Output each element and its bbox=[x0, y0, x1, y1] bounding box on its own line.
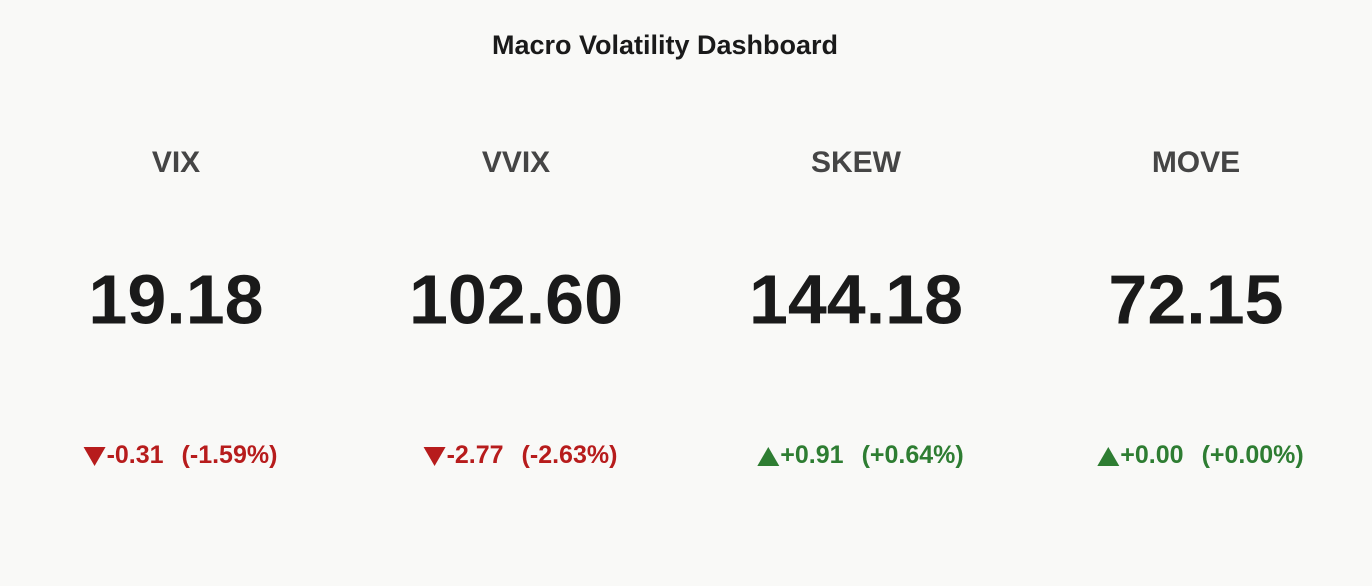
delta-value: +0.00 bbox=[1120, 441, 1183, 469]
delta-value: -0.31 bbox=[107, 441, 164, 469]
increase-arrow bbox=[1097, 447, 1120, 466]
delta-value: -2.77 bbox=[447, 441, 504, 469]
delta-group: +0.00 (+0.00%) bbox=[1097, 441, 1304, 469]
delta-text: -0.31 (-1.59%) bbox=[107, 441, 278, 469]
delta-text: -2.77 (-2.63%) bbox=[447, 441, 618, 469]
delta-text: +0.00 (+0.00%) bbox=[1120, 441, 1303, 469]
indicator-value: 102.60 bbox=[409, 260, 623, 338]
indicator-label: VVIX bbox=[482, 146, 550, 179]
dashboard-title: Macro Volatility Dashboard bbox=[492, 30, 838, 60]
indicator-label: SKEW bbox=[811, 146, 902, 179]
indicator-value: 19.18 bbox=[88, 260, 263, 338]
indicator-value: 72.15 bbox=[1108, 260, 1283, 338]
delta-group: -0.31 (-1.59%) bbox=[83, 441, 278, 469]
indicator-label: MOVE bbox=[1152, 146, 1240, 179]
decrease-arrow bbox=[423, 447, 446, 466]
delta-group: -2.77 (-2.63%) bbox=[423, 441, 618, 469]
delta-percent: (+0.00%) bbox=[1202, 441, 1304, 469]
indicator-label: VIX bbox=[152, 146, 200, 179]
delta-text: +0.91 (+0.64%) bbox=[780, 441, 963, 469]
increase-arrow bbox=[757, 447, 780, 466]
delta-percent: (-2.63%) bbox=[522, 441, 618, 469]
delta-value: +0.91 bbox=[780, 441, 843, 469]
indicator-value: 144.18 bbox=[749, 260, 963, 338]
delta-percent: (+0.64%) bbox=[862, 441, 964, 469]
decrease-arrow bbox=[83, 447, 106, 466]
delta-group: +0.91 (+0.64%) bbox=[757, 441, 964, 469]
delta-percent: (-1.59%) bbox=[182, 441, 278, 469]
